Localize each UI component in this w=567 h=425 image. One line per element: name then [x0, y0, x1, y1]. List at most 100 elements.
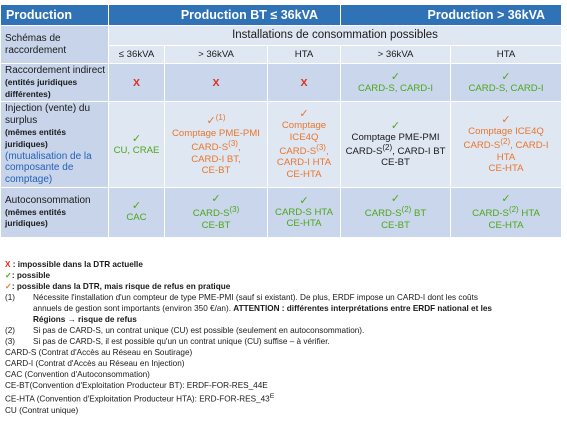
- notes: X : impossible dans la DTR actuelle ✓: p…: [5, 259, 561, 416]
- footnote-ref: E: [269, 393, 275, 400]
- legend-text: : possible: [11, 271, 51, 280]
- header-row: Production Production BT ≤ 36kVA Product…: [0, 4, 563, 26]
- col-gt36: > 36kVA: [340, 45, 452, 64]
- cell-injection-le36: ✓ CU, CRAE: [108, 101, 165, 188]
- cell-text: CARD-S: [364, 208, 402, 220]
- def-ce-bt: CE-BT(Convention d'Exploitation Producte…: [5, 381, 268, 390]
- cell-text: CARD-S: [472, 208, 509, 220]
- check-icon: ✓: [131, 132, 142, 145]
- autoconsommation-row: Autoconsommation (mêmes entités juridique…: [0, 186, 563, 238]
- header-bt: Production BT ≤ 36kVA: [107, 4, 342, 26]
- cell-text: CARD-S: [192, 208, 230, 220]
- footnote-ref: (3): [228, 139, 238, 149]
- def-card-i: CARD-I (Contrat d'Accès au Réseau en Inj…: [5, 359, 185, 368]
- legend-possible: ✓: possible: [5, 270, 561, 281]
- check-icon: ✓: [5, 271, 12, 280]
- legend-risk: ✓: possible dans la DTR, mais risque de …: [5, 281, 561, 292]
- footnote-ref: (3): [229, 205, 240, 215]
- check-icon: ✓: [211, 193, 221, 206]
- cell-indirect-gt36: ✓ CARD-S, CARD-I: [340, 62, 452, 103]
- cell-text: CE-HTA: [488, 163, 524, 175]
- indirect-label: Raccordement indirect (entités juridique…: [0, 62, 109, 103]
- check-icon: ✓: [299, 108, 309, 121]
- cell-text: CARD-S HTA: [275, 206, 333, 218]
- note-text: Régions: [33, 315, 66, 324]
- cell-text: CE-HTA: [286, 217, 322, 229]
- cell-text: CARD-S: [463, 140, 501, 152]
- check-icon: ✓: [501, 70, 511, 83]
- cell-text: BT: [414, 208, 427, 220]
- check-icon: ✓: [501, 193, 511, 206]
- footnote-ref: (2): [500, 137, 511, 147]
- header-gt: Production > 36kVA: [340, 4, 563, 26]
- injection-title: Injection (vente) du surplus: [5, 103, 91, 127]
- cell-indirect-hta: ✓ CARD-S, CARD-I: [450, 62, 563, 103]
- cell-auto-hta: ✓ CARD-S HTA CE-HTA: [266, 186, 342, 238]
- note-number: (2): [5, 326, 16, 335]
- check-icon: ✓: [5, 282, 12, 291]
- cell-injection-gt36: ✓ Comptage PME-PMI CARD-S(2), CARD-I BT CE-…: [340, 101, 452, 188]
- def-cac: CAC (Convention d'Autoconsommation): [5, 370, 150, 379]
- cell-text: CARD-S, CARD-I: [468, 82, 544, 94]
- note-number: (1): [5, 293, 16, 302]
- def-cu: CU (Contrat unique): [5, 405, 79, 415]
- def-text: CE-HTA (Convention d'Exploitation Produc…: [5, 394, 270, 404]
- note-1-cont2: Régions → risque de refus: [5, 314, 561, 325]
- legend-text: : impossible dans la DTR actuelle: [12, 260, 143, 269]
- note-text: Si pas de CARD-S, il est possible qu'un …: [33, 337, 330, 346]
- note-1: (1) Nécessite l'installation d'un compteu…: [5, 292, 561, 303]
- check-icon: ✓: [501, 113, 511, 126]
- cell-text: CE-BT: [201, 164, 231, 176]
- check-icon: ✓: [390, 70, 401, 83]
- cell-text: CE-BT: [381, 219, 410, 231]
- note-text: Nécessite l'installation d'un compteur d…: [33, 293, 478, 302]
- col-hta-bt: HTA: [266, 45, 342, 64]
- cell-auto-bt: ✓ CARD-S(3) CE-BT: [164, 186, 268, 238]
- cell-x: X: [108, 62, 165, 103]
- col-gt36-bt: > 36kVA: [164, 45, 268, 64]
- check-icon: ✓: [299, 194, 309, 207]
- footnote-ref: (2): [382, 142, 393, 152]
- note-1-cont: annuels de gestion sont importants (envi…: [5, 303, 561, 314]
- auto-sub: (mêmes entités juridiques): [5, 206, 66, 229]
- cell-text: CARD-I BT,: [191, 153, 241, 165]
- cell-text: Comptage PME-PMI: [351, 131, 440, 143]
- installations-header: Installations de consommation possibles: [107, 25, 563, 46]
- footnote-ref: (2): [401, 205, 412, 215]
- cell-text: ICE4Q: [289, 131, 319, 143]
- indirect-title: Raccordement indirect: [5, 65, 106, 76]
- schemas-label: Schémas de raccordement: [0, 25, 109, 64]
- cell-text: CARD-I HTA: [276, 157, 332, 169]
- note-3: (3) Si pas de CARD-S, il est possible qu'…: [5, 336, 561, 347]
- cell-text: HTA: [521, 208, 540, 220]
- cell-auto-le36: ✓ CAC: [108, 186, 165, 238]
- legend-impossible: X : impossible dans la DTR actuelle: [5, 259, 561, 270]
- cell-text: Comptage: [281, 120, 327, 132]
- header-production: Production: [0, 4, 109, 26]
- injection-sub: (mêmes entités juridiques): [5, 126, 66, 149]
- note-2: (2) Si pas de CARD-S, un contrat unique (…: [5, 325, 561, 336]
- cell-text: CAC: [126, 212, 147, 224]
- def-ce-hta: CE-HTA (Convention d'Exploitation Produc…: [5, 391, 561, 405]
- footnote-ref: (1): [215, 113, 226, 123]
- check-icon: ✓: [390, 193, 401, 206]
- auto-title: Autoconsommation: [5, 194, 91, 206]
- cell-text: CARD-I HTA: [496, 140, 549, 163]
- cell-injection-hta: ✓ Comptage ICE4Q CARD-S(3), CARD-I HTA CE-HTA: [266, 101, 342, 188]
- cell-text: CARD-S: [345, 146, 383, 158]
- cell-auto-gt36: ✓ CARD-S(2) BT CE-BT: [340, 186, 452, 238]
- cell-auto-hta2: ✓ CARD-S(2) HTA CE-HTA: [450, 186, 563, 238]
- cell-injection-hta2: ✓ Comptage ICE4Q CARD-S(2), CARD-I HTA CE-H…: [450, 101, 563, 188]
- col-le36: ≤ 36kVA: [108, 45, 165, 64]
- indirect-row: Raccordement indirect (entités juridique…: [0, 62, 563, 103]
- note-number: (3): [5, 337, 16, 346]
- auto-label: Autoconsommation (mêmes entités juridique…: [0, 186, 109, 238]
- cell-text: CU, CRAE: [113, 144, 160, 156]
- cell-injection-bt: ✓(1) Comptage PME-PMI CARD-S(3), CARD-I BT,…: [164, 101, 268, 188]
- note-text: → risque de refus: [67, 315, 137, 324]
- cell-text: Comptage ICE4Q: [468, 125, 544, 137]
- def-card-s: CARD-S (Contrat d'Accès au Réseau en Sou…: [5, 348, 193, 357]
- cell-text: CARD-I BT: [397, 146, 446, 158]
- cell-text: Comptage PME-PMI: [172, 127, 260, 139]
- cell-text: CE-BT: [201, 219, 231, 231]
